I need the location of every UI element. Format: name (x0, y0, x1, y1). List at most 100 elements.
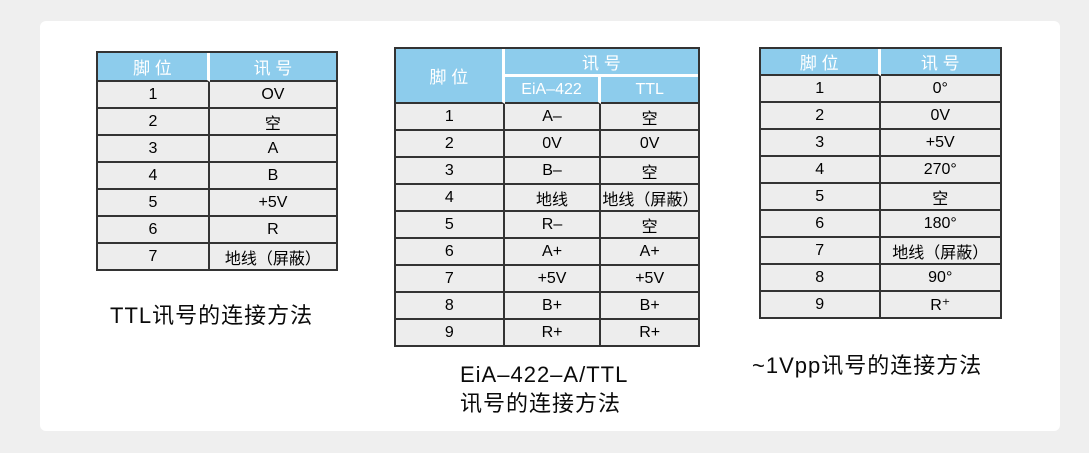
ttl-pin-header: 脚 位 (98, 53, 210, 82)
table-row: 6 A+ A+ (396, 239, 698, 266)
table-row: 1 OV (98, 82, 336, 109)
table-row: 7 地线（屏蔽） (98, 244, 336, 269)
vpp-signal-header: 讯 号 (880, 49, 1000, 76)
pin-cell: 6 (761, 211, 881, 238)
pin-cell: 7 (761, 238, 881, 265)
ttl-signal-cell: R+ (601, 320, 698, 345)
pin-cell: 1 (98, 82, 210, 109)
table-row: 1 A– 空 (396, 104, 698, 131)
signal-cell: R (209, 217, 336, 244)
table-row: 2 0V 0V (396, 131, 698, 158)
vpp-pin-header: 脚 位 (761, 49, 881, 76)
signal-cell: 270° (880, 157, 1000, 184)
pin-cell: 7 (98, 244, 210, 269)
ttl-signal-cell: +5V (601, 266, 698, 293)
eia422-signal-cell: A– (504, 104, 602, 131)
eia-signal-header: 讯 号 (504, 49, 698, 77)
table-row: 4 地线 地线（屏蔽） (396, 185, 698, 212)
pin-cell: 6 (98, 217, 210, 244)
ttl-signal-cell: A+ (601, 239, 698, 266)
eia422-signal-cell: A+ (504, 239, 602, 266)
ttl-signal-cell: 0V (601, 131, 698, 158)
table-row: 3 B– 空 (396, 158, 698, 185)
pin-cell: 4 (396, 185, 505, 212)
table-row: 9 R+ R+ (396, 320, 698, 345)
table-row: 5 +5V (98, 190, 336, 217)
eia422-ttl-table: 脚 位 讯 号 EiA–422 TTL 1 A– 空 2 0V 0V 3 B– 空 4 地线地… (394, 47, 700, 347)
eia-header-row-2: EiA–422 TTL (396, 77, 698, 104)
signal-cell: 90° (880, 265, 1000, 292)
table-row: 8 B+ B+ (396, 293, 698, 320)
eia422-caption-line2: 讯号的连接方法 (460, 391, 622, 416)
signal-cell: 地线（屏蔽） (209, 244, 336, 269)
signal-cell: A (209, 136, 336, 163)
table-row: 9 R⁺ (761, 292, 1000, 317)
eia422-signal-cell: 地线 (504, 185, 602, 212)
pin-cell: 2 (396, 131, 505, 158)
table-row: 4 270° (761, 157, 1000, 184)
pin-cell: 6 (396, 239, 505, 266)
table-row: 7 地线（屏蔽） (761, 238, 1000, 265)
pin-cell: 4 (98, 163, 210, 190)
table-row: 1 0° (761, 76, 1000, 103)
pin-cell: 5 (761, 184, 881, 211)
ttl-signal-cell: 空 (601, 212, 698, 239)
eia-subheader-eia422: EiA–422 (504, 77, 602, 104)
eia422-signal-cell: 0V (504, 131, 602, 158)
eia422-signal-cell: +5V (504, 266, 602, 293)
eia-subheader-ttl: TTL (601, 77, 698, 104)
signal-cell: +5V (880, 130, 1000, 157)
ttl-signal-cell: B+ (601, 293, 698, 320)
table-row: 8 90° (761, 265, 1000, 292)
pin-cell: 2 (98, 109, 210, 136)
pin-cell: 3 (396, 158, 505, 185)
ttl-signal-header: 讯 号 (209, 53, 336, 82)
ttl-header-row: 脚 位 讯 号 (98, 53, 336, 82)
signal-cell: OV (209, 82, 336, 109)
ttl-signal-cell: 空 (601, 158, 698, 185)
signal-cell: 0° (880, 76, 1000, 103)
signal-cell: R⁺ (880, 292, 1000, 317)
eia422-signal-cell: B+ (504, 293, 602, 320)
pin-cell: 5 (98, 190, 210, 217)
eia422-signal-cell: R– (504, 212, 602, 239)
pin-cell: 9 (761, 292, 881, 317)
signal-cell: 空 (880, 184, 1000, 211)
table-row: 3 +5V (761, 130, 1000, 157)
signal-cell: B (209, 163, 336, 190)
ttl-signal-cell: 地线（屏蔽） (601, 185, 698, 212)
ttl-table-caption: TTL讯号的连接方法 (110, 303, 314, 328)
pin-cell: 1 (396, 104, 505, 131)
eia422-caption-line1: EiA–422–A/TTL (460, 362, 629, 387)
eia422-signal-cell: R+ (504, 320, 602, 345)
signal-cell: +5V (209, 190, 336, 217)
signal-cell: 0V (880, 103, 1000, 130)
eia422-signal-cell: B– (504, 158, 602, 185)
table-row: 6 180° (761, 211, 1000, 238)
pin-cell: 7 (396, 266, 505, 293)
vpp-table-caption: ~1Vpp讯号的连接方法 (752, 353, 983, 378)
pin-cell: 1 (761, 76, 881, 103)
eia-header-row-1: 脚 位 讯 号 (396, 49, 698, 104)
table-row: 2 0V (761, 103, 1000, 130)
table-row: 7 +5V +5V (396, 266, 698, 293)
pin-cell: 9 (396, 320, 505, 345)
signal-cell: 180° (880, 211, 1000, 238)
vpp-header-row: 脚 位 讯 号 (761, 49, 1000, 76)
pin-cell: 8 (396, 293, 505, 320)
pin-cell: 3 (761, 130, 881, 157)
signal-cell: 地线（屏蔽） (880, 238, 1000, 265)
signal-cell: 空 (209, 109, 336, 136)
eia-pin-header: 脚 位 (396, 49, 505, 104)
ttl-signal-cell: 空 (601, 104, 698, 131)
pin-cell: 2 (761, 103, 881, 130)
